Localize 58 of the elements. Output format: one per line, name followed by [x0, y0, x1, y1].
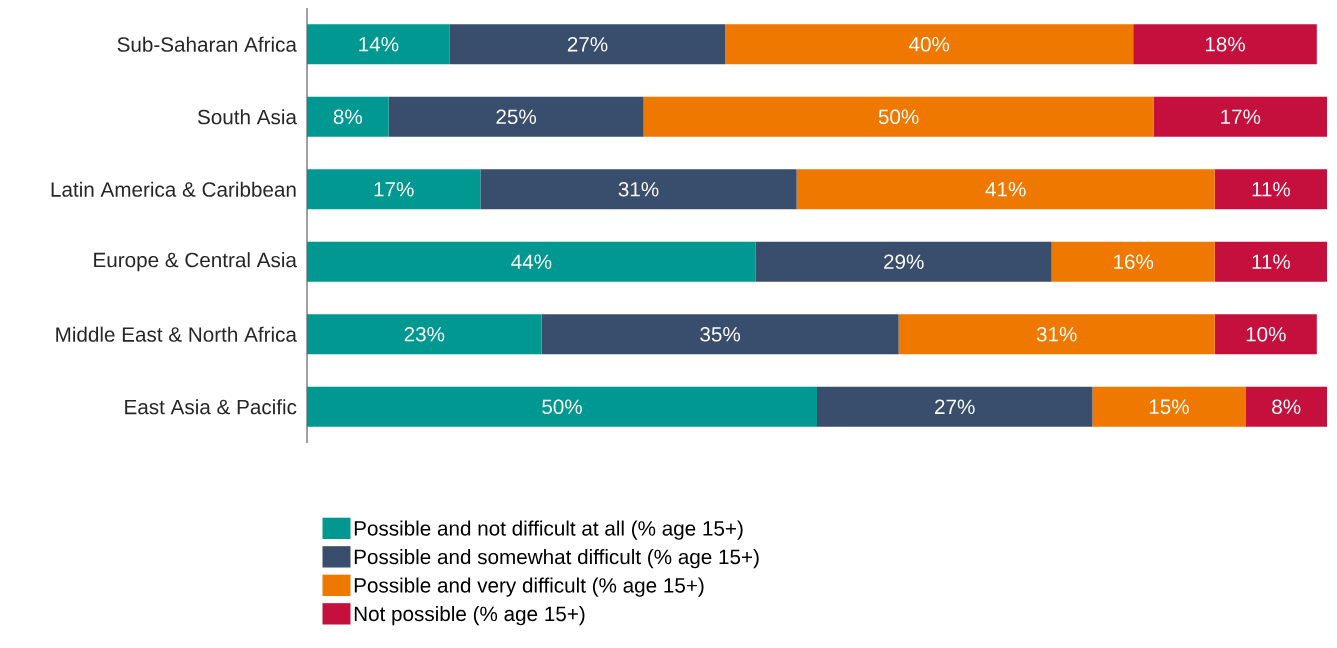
data-label: 50%: [878, 109, 919, 125]
legend-label: Possible and somewhat difficult (% age 15+): [354, 549, 759, 569]
data-label: 14%: [359, 37, 399, 52]
data-label: 15%: [1149, 399, 1189, 415]
bar: [307, 241, 756, 282]
bar: [1214, 314, 1317, 355]
data-label: 25%: [496, 109, 537, 125]
data-label: 31%: [1036, 326, 1077, 342]
bar: [307, 96, 389, 137]
bar: [480, 169, 797, 210]
bar: [817, 386, 1093, 427]
data-label: 40%: [909, 36, 950, 52]
data-label: 27%: [935, 399, 975, 415]
y-tick-label: Europe & Central Asia: [94, 252, 297, 272]
bar: [307, 314, 542, 355]
bar: [449, 24, 726, 65]
y-tick-label: South Asia: [197, 109, 297, 125]
data-label: 17%: [374, 182, 414, 197]
y-tick-label: Middle East & North Africa: [56, 326, 297, 342]
bar: [725, 24, 1134, 65]
bar: [541, 314, 899, 355]
legend-label: Not possible (% age 15+): [354, 606, 585, 626]
bar: [796, 169, 1215, 210]
data-label: 35%: [700, 326, 741, 342]
bar: [1214, 169, 1328, 210]
bar: [1153, 96, 1328, 137]
data-label: 16%: [1114, 254, 1154, 270]
legend-label: Possible and not difficult at all (% age 15+): [354, 520, 743, 540]
data-label: 17%: [1221, 109, 1261, 124]
y-tick-label: Latin America & Caribbean: [51, 181, 296, 197]
bar: [307, 386, 818, 427]
data-label: 18%: [1205, 36, 1245, 52]
data-label: 31%: [618, 181, 659, 197]
bar: [1092, 386, 1246, 427]
data-label: 50%: [542, 399, 582, 415]
data-label: 11%: [1252, 254, 1291, 269]
legend-label: Possible and very difficult (% age 15+): [354, 577, 704, 597]
data-label: 11%: [1252, 182, 1291, 197]
data-label: 41%: [985, 182, 1026, 197]
data-label: 10%: [1246, 326, 1286, 342]
bar: [1051, 241, 1215, 282]
y-tick-label: Sub-Saharan Africa: [117, 36, 297, 52]
bar: [307, 169, 481, 210]
bar: [755, 241, 1052, 282]
bar: [898, 314, 1215, 355]
bar: [388, 96, 644, 137]
data-label: 44%: [511, 254, 552, 269]
data-label: 29%: [884, 254, 924, 270]
data-label: 27%: [567, 36, 608, 52]
bar: [307, 24, 450, 65]
y-tick-label: East Asia & Pacific: [125, 399, 297, 415]
data-label: 8%: [333, 109, 362, 125]
bar: [1245, 386, 1328, 427]
bar: [1133, 24, 1317, 65]
data-label: 8%: [1272, 399, 1301, 415]
bar: [1214, 241, 1328, 282]
data-label: 23%: [404, 326, 445, 342]
bar: [643, 96, 1154, 137]
